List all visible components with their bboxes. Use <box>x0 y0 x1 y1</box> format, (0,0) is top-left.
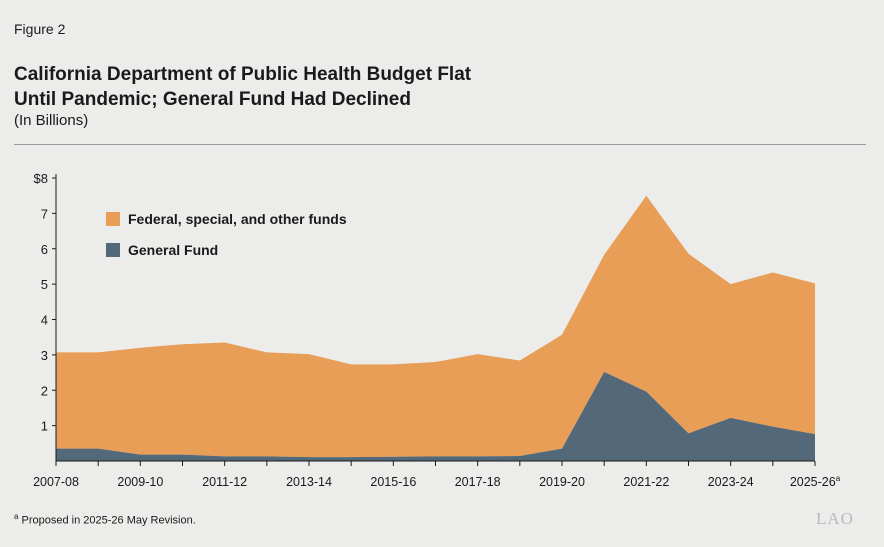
x-tick-label: 2019-20 <box>539 475 585 489</box>
title-line-1: California Department of Public Health B… <box>14 64 472 85</box>
x-tick-label: 2021-22 <box>623 475 669 489</box>
y-tick-label: 5 <box>41 277 48 292</box>
x-tick-label: 2009-10 <box>117 475 163 489</box>
title-line-2: Until Pandemic; General Fund Had Decline… <box>14 89 411 110</box>
title-divider <box>14 144 866 145</box>
legend-label: Federal, special, and other funds <box>128 211 347 227</box>
y-tick-label: 1 <box>41 419 48 434</box>
y-tick-label: 3 <box>41 348 48 363</box>
footnote: a Proposed in 2025-26 May Revision. <box>14 512 196 527</box>
y-tick-label: 2 <box>41 383 48 398</box>
figure-label: Figure 2 <box>14 21 66 37</box>
lao-logo: LAO <box>816 509 854 528</box>
legend-swatch <box>106 212 120 226</box>
legend-label: General Fund <box>128 242 218 258</box>
x-tick-label: 2025-26a <box>790 474 841 489</box>
chart-subtitle: (In Billions) <box>14 112 89 129</box>
x-tick-label: 2023-24 <box>708 475 754 489</box>
x-tick-label: 2007-08 <box>33 475 79 489</box>
legend-swatch <box>106 243 120 257</box>
x-tick-label: 2015-16 <box>370 475 416 489</box>
y-tick-label: 7 <box>41 206 48 221</box>
y-tick-label: $8 <box>34 171 48 186</box>
footnote-text: Proposed in 2025-26 May Revision. <box>21 514 196 527</box>
series-area-general-fund <box>56 371 815 461</box>
area-chart: $8 7 6 5 4 3 2 1 2007-08 2009-10 2011-12 2013-14 201… <box>33 171 841 489</box>
chart-title: California Department of Public Health B… <box>14 62 471 112</box>
y-tick-label: 4 <box>41 313 48 328</box>
x-tick-label: 2017-18 <box>455 475 501 489</box>
series-area-other-funds <box>56 195 815 458</box>
x-tick-note-marker: a <box>836 474 841 483</box>
x-tick-label: 2013-14 <box>286 475 332 489</box>
x-tick-label: 2011-12 <box>202 475 247 489</box>
y-tick-label: 6 <box>41 242 48 257</box>
footnote-marker: a <box>14 512 19 521</box>
